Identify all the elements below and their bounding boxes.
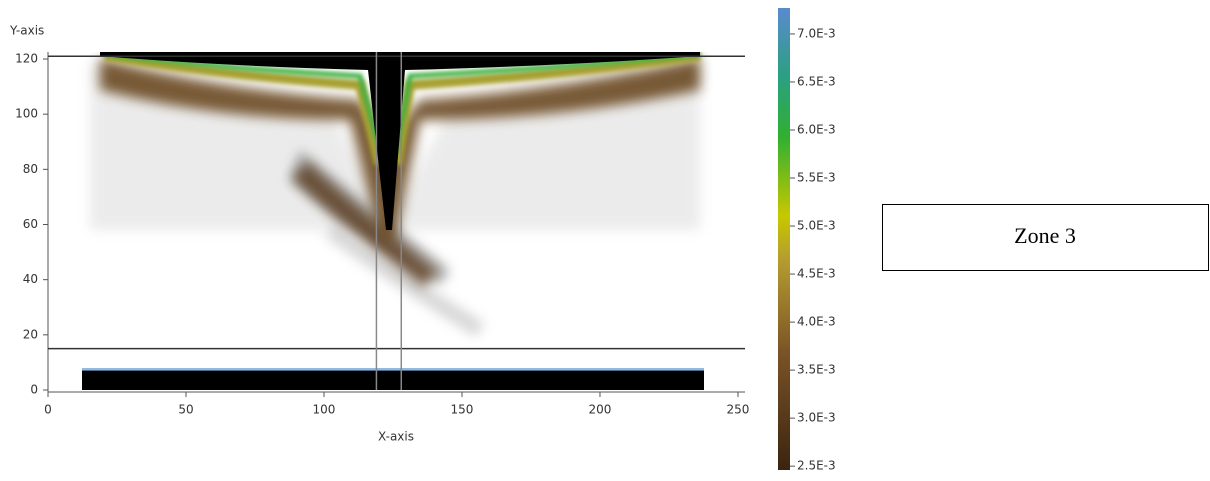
y-tick-label: 0 — [30, 383, 38, 397]
colorbar-tick-label: 6.5E-3 — [797, 74, 836, 88]
zone-box — [882, 204, 1209, 271]
y-tick-label: 80 — [23, 162, 38, 176]
x-tick-label: 250 — [727, 403, 750, 417]
x-tick-label: 0 — [44, 403, 52, 417]
y-tick-label: 100 — [15, 107, 38, 121]
x-tick-label: 200 — [589, 403, 612, 417]
x-tick-label: 50 — [178, 403, 193, 417]
colorbar — [778, 8, 790, 470]
y-tick-label: 40 — [23, 272, 38, 286]
colorbar-tick-label: 3.0E-3 — [797, 411, 836, 425]
colorbar-tick-label: 7.0E-3 — [797, 26, 836, 40]
y-tick-label: 20 — [23, 327, 38, 341]
colorbar-tick-label: 4.0E-3 — [797, 315, 836, 329]
colorbar-tick-label: 6.0E-3 — [797, 122, 836, 136]
heatmap — [82, 52, 704, 390]
x-tick-label: 100 — [313, 403, 336, 417]
x-axis-label: X-axis — [378, 430, 414, 444]
x-tick-label: 150 — [451, 403, 474, 417]
zone-label: Zone 3 — [1014, 223, 1076, 248]
colorbar-tick-label: 5.0E-3 — [797, 219, 836, 233]
y-tick-label: 60 — [23, 217, 38, 231]
y-axis-label: Y-axis — [9, 24, 44, 38]
y-tick-label: 120 — [15, 52, 38, 66]
colorbar-tick-label: 4.5E-3 — [797, 267, 836, 281]
colorbar-tick-label: 3.5E-3 — [797, 363, 836, 377]
colorbar-tick-label: 5.5E-3 — [797, 171, 836, 185]
colorbar-tick-label: 2.5E-3 — [797, 459, 836, 473]
